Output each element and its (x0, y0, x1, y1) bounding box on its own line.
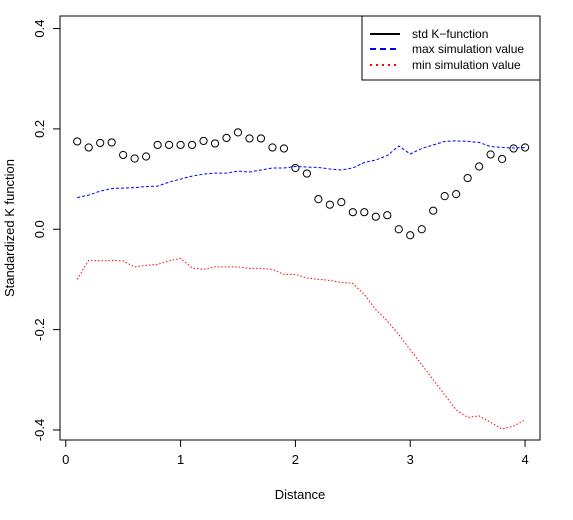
std-k-point (395, 226, 402, 233)
std-k-point (120, 151, 127, 158)
std-k-point (188, 141, 195, 148)
std-k-point (349, 209, 356, 216)
std-k-point (223, 134, 230, 141)
std-k-point (361, 209, 368, 216)
series-layer (74, 129, 529, 429)
std-k-point (177, 141, 184, 148)
std-k-point (384, 212, 391, 219)
x-axis-label: Distance (275, 487, 326, 502)
std-k-point (372, 213, 379, 220)
std-k-point (464, 174, 471, 181)
y-tick-label: 0.2 (32, 120, 47, 138)
x-tick-label: 1 (177, 452, 184, 467)
x-tick-label: 4 (521, 452, 528, 467)
std-k-point (211, 140, 218, 147)
max-simulation-line (77, 141, 525, 198)
std-k-point (280, 145, 287, 152)
std-k-point (487, 151, 494, 158)
std-k-point (131, 155, 138, 162)
std-k-point (418, 226, 425, 233)
x-tick-label: 0 (62, 452, 69, 467)
std-k-point (165, 141, 172, 148)
std-k-point (441, 193, 448, 200)
std-k-point (234, 129, 241, 136)
min-simulation-line (77, 258, 525, 429)
std-k-point (430, 207, 437, 214)
std-k-point (257, 135, 264, 142)
y-axis-label: Standardized K function (2, 159, 17, 297)
std-k-point (97, 139, 104, 146)
legend-label-std-k: std K−function (412, 27, 488, 41)
std-k-point (200, 137, 207, 144)
std-k-point (315, 196, 322, 203)
y-tick-label: -0.2 (32, 318, 47, 340)
y-tick-label: -0.4 (32, 419, 47, 441)
std-k-point (407, 232, 414, 239)
std-k-point (338, 199, 345, 206)
std-k-point (326, 201, 333, 208)
std-k-point (292, 164, 299, 171)
x-axis: 0 1 2 3 4 (62, 440, 529, 467)
x-tick-label: 2 (292, 452, 299, 467)
std-k-point (85, 144, 92, 151)
std-k-point (499, 155, 506, 162)
y-tick-label: 0.4 (32, 20, 47, 38)
std-k-point (246, 135, 253, 142)
std-k-point (269, 144, 276, 151)
std-k-point (453, 191, 460, 198)
y-axis: -0.4 -0.2 0.0 0.2 0.4 (32, 20, 60, 442)
std-k-point (154, 141, 161, 148)
std-k-point (303, 170, 310, 177)
std-k-point (74, 138, 81, 145)
legend-label-max-sim: max simulation value (412, 42, 524, 56)
std-k-point (476, 163, 483, 170)
legend-label-min-sim: min simulation value (412, 58, 521, 72)
legend: std K−function max simulation value min … (362, 16, 540, 80)
y-tick-label: 0.0 (32, 220, 47, 238)
std-k-point (108, 139, 115, 146)
x-tick-label: 3 (407, 452, 414, 467)
std-k-point (143, 153, 150, 160)
